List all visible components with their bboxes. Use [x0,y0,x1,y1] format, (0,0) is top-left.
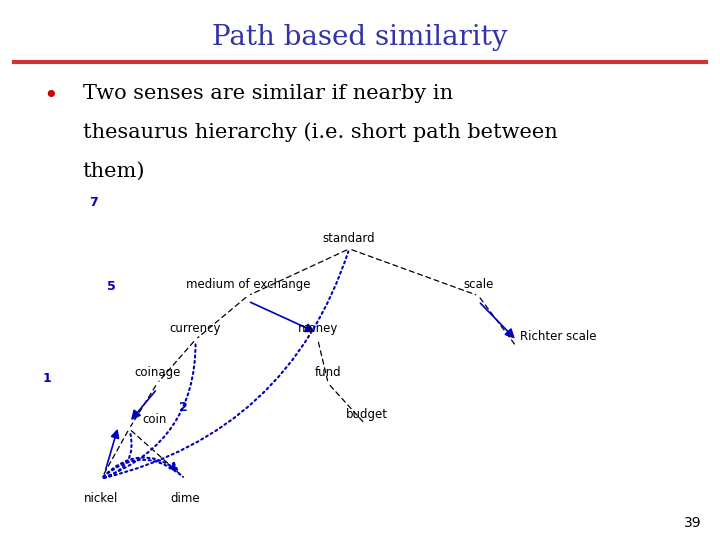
Text: coin: coin [142,413,166,426]
Text: nickel: nickel [84,492,119,505]
FancyArrowPatch shape [104,252,348,478]
Text: 2: 2 [179,401,188,414]
Text: them): them) [83,161,145,180]
Text: thesaurus hierarchy (i.e. short path between: thesaurus hierarchy (i.e. short path bet… [83,123,557,142]
Text: currency: currency [170,322,221,335]
FancyArrowPatch shape [104,342,196,478]
Text: Two senses are similar if nearby in: Two senses are similar if nearby in [83,84,453,103]
Text: Path based similarity: Path based similarity [212,24,508,51]
Text: fund: fund [315,366,341,379]
FancyArrowPatch shape [104,431,132,478]
Text: 7: 7 [89,196,98,209]
Text: budget: budget [346,408,387,421]
Text: Richter scale: Richter scale [521,330,597,343]
FancyArrowPatch shape [104,460,183,477]
Text: 5: 5 [107,280,116,293]
Text: scale: scale [463,279,494,292]
FancyArrowPatch shape [103,457,177,477]
Text: 1: 1 [42,372,51,384]
Text: coinage: coinage [134,366,180,379]
Text: money: money [297,322,338,335]
Text: •: • [43,84,58,107]
Text: medium of exchange: medium of exchange [186,279,310,292]
Text: standard: standard [323,232,376,245]
Text: 39: 39 [685,516,702,530]
Text: dime: dime [170,492,200,505]
